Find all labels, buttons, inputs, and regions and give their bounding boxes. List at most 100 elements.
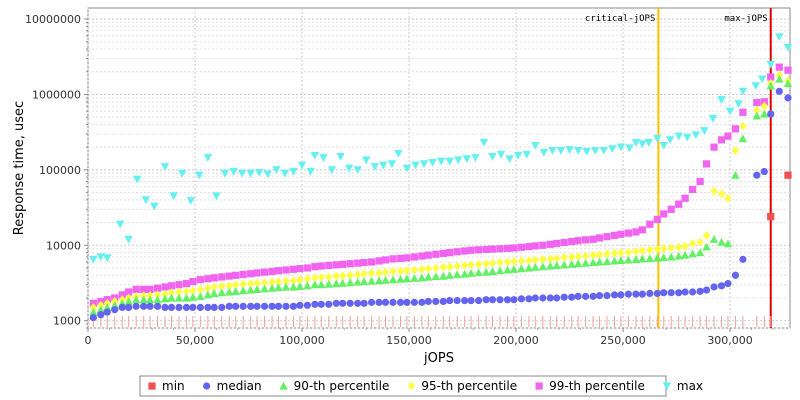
data-point [710, 283, 718, 291]
data-point [229, 167, 238, 176]
data-point [467, 296, 475, 305]
data-point [338, 278, 347, 287]
data-point [124, 297, 133, 306]
data-point [239, 279, 247, 289]
legend-swatch [407, 381, 415, 391]
data-point [503, 244, 512, 252]
data-point [539, 148, 549, 157]
data-point [282, 302, 290, 310]
data-point [354, 270, 362, 279]
data-point [717, 282, 726, 290]
data-point [624, 255, 633, 264]
data-point [124, 235, 133, 244]
data-point [367, 258, 376, 266]
data-point [280, 169, 290, 178]
data-point [681, 241, 689, 251]
data-point [332, 279, 341, 288]
legend-swatch [279, 381, 288, 390]
data-point [410, 265, 418, 275]
data-point [531, 263, 540, 271]
data-point [345, 278, 355, 287]
data-point [375, 298, 383, 306]
data-point [295, 282, 305, 290]
data-point [428, 158, 437, 167]
data-point [96, 253, 106, 262]
data-point [525, 243, 533, 251]
data-point [146, 285, 154, 293]
data-point [203, 154, 213, 162]
data-point [653, 253, 662, 262]
x-axis-title: jOPS [423, 351, 454, 366]
data-point [317, 280, 326, 289]
data-point [260, 268, 269, 276]
data-point [760, 101, 768, 111]
data-point [510, 244, 518, 252]
x-tick-label: 250,000 [600, 334, 646, 347]
data-point [289, 167, 298, 176]
data-point [603, 233, 611, 241]
data-point [419, 160, 429, 169]
data-point [253, 302, 261, 310]
data-point [260, 302, 269, 310]
data-point [177, 169, 187, 178]
data-point [560, 238, 568, 247]
data-point [681, 194, 689, 202]
data-point [203, 290, 213, 299]
data-point [212, 192, 221, 201]
data-point [410, 253, 418, 261]
data-point [367, 268, 376, 278]
data-point [394, 149, 403, 158]
data-point [632, 246, 640, 256]
data-point [268, 302, 276, 310]
data-point [432, 297, 440, 306]
data-point [182, 303, 191, 312]
data-point [675, 200, 683, 208]
data-point [753, 171, 761, 179]
data-point [210, 303, 218, 312]
data-point [546, 240, 554, 248]
data-point [603, 292, 611, 300]
data-point [731, 125, 740, 133]
data-point [424, 251, 432, 259]
marker-label: max-jOPS [724, 14, 767, 24]
data-point [667, 243, 675, 253]
data-point [567, 260, 576, 268]
data-point [565, 146, 574, 154]
legend-swatch [203, 382, 211, 390]
data-point [696, 177, 704, 186]
data-point [539, 254, 547, 264]
data-point [691, 131, 701, 140]
data-point [445, 271, 454, 279]
data-point [574, 252, 582, 261]
data-point [783, 79, 793, 88]
data-point [247, 279, 255, 289]
data-point [103, 308, 111, 316]
data-point [303, 274, 311, 284]
y-tick-label: 1000 [53, 315, 81, 328]
legend-label: 95-th percentile [421, 379, 517, 393]
data-point [103, 303, 112, 312]
data-point [653, 244, 661, 254]
data-point [767, 212, 775, 221]
legend-label: 90-th percentile [294, 379, 390, 393]
data-point [410, 298, 418, 306]
data-point [204, 303, 212, 312]
data-point [445, 157, 454, 166]
data-point [546, 294, 554, 302]
data-point [760, 109, 769, 118]
data-point [784, 171, 792, 179]
data-point [560, 253, 568, 262]
data-point [717, 237, 726, 246]
data-point [461, 296, 469, 305]
data-point [617, 291, 625, 299]
data-point [267, 283, 277, 292]
data-point [237, 169, 247, 178]
data-point [680, 250, 690, 259]
data-point [446, 248, 454, 257]
data-point [560, 260, 569, 269]
data-point [595, 234, 604, 242]
data-point [97, 311, 105, 319]
data-point [417, 273, 427, 282]
data-point [710, 143, 718, 151]
data-point [573, 259, 583, 268]
